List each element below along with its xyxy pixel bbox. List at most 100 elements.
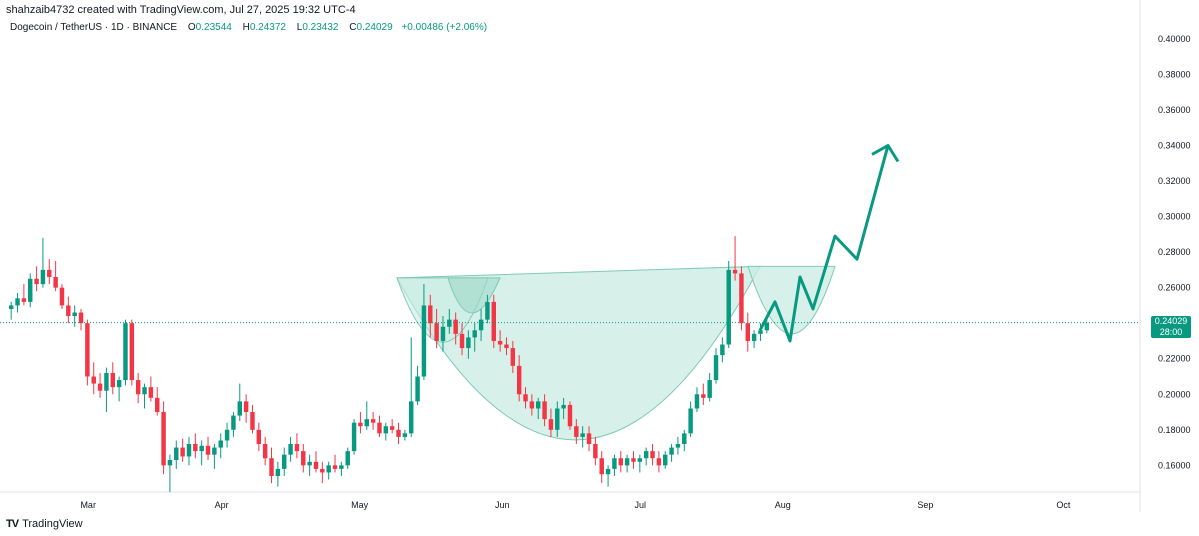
y-tick-label: 0.36000 <box>1158 105 1191 115</box>
candle-body <box>751 333 757 341</box>
candle-body <box>497 340 503 345</box>
candle-body <box>66 305 71 317</box>
candle-body <box>694 394 700 409</box>
candle-body <box>485 301 490 320</box>
tradingview-brand: TradingView <box>22 518 83 530</box>
chart-credit: shahzaib4732 created with TradingView.co… <box>6 4 356 16</box>
candle-body <box>542 401 547 420</box>
candle-body <box>510 348 516 366</box>
x-tick-label: Mar <box>80 500 96 510</box>
candle-body <box>15 298 20 306</box>
candle-body <box>123 323 128 381</box>
candle-body <box>199 445 204 452</box>
candle-body <box>78 312 84 324</box>
candle-body <box>701 394 706 398</box>
candle-body <box>91 376 96 384</box>
low-value: 0.23432 <box>302 22 339 33</box>
candle-body <box>669 447 674 455</box>
candle-body <box>421 305 427 377</box>
y-tick-label: 0.34000 <box>1158 141 1191 151</box>
candle-body <box>339 465 344 469</box>
candle-body <box>307 461 312 466</box>
y-tick-label: 0.40000 <box>1158 34 1191 44</box>
candle-body <box>428 305 433 324</box>
low-label: L <box>296 22 303 33</box>
candle-countdown: 28:00 <box>1159 327 1183 337</box>
candle-body <box>415 376 420 402</box>
candle-body <box>243 401 249 413</box>
candle-body <box>656 458 662 466</box>
x-tick-label: May <box>351 500 369 510</box>
candle-body <box>459 333 465 349</box>
candle-body <box>555 408 560 430</box>
candle-body <box>351 422 357 452</box>
candle-body <box>618 458 623 466</box>
candle-body <box>40 269 46 285</box>
y-tick-label: 0.38000 <box>1158 69 1191 79</box>
candle-body <box>574 426 579 437</box>
candle-body <box>383 426 389 434</box>
candle-body <box>637 458 643 462</box>
x-tick-label: Oct <box>1056 500 1071 510</box>
candle-body <box>713 355 719 381</box>
y-tick-label: 0.28000 <box>1158 247 1191 257</box>
candle-body <box>116 380 122 388</box>
candle-body <box>180 447 185 457</box>
candle-body <box>21 298 27 302</box>
candle-body <box>358 422 363 427</box>
candle-body <box>174 447 179 461</box>
candle-body <box>8 305 14 309</box>
candle-body <box>326 465 331 473</box>
candle-body <box>231 415 236 430</box>
candle-body <box>631 458 636 462</box>
projection-arrow <box>758 145 890 343</box>
candle-body <box>586 433 592 445</box>
open-label: O <box>187 22 196 33</box>
candle-body <box>650 451 655 459</box>
candle-body <box>34 278 39 285</box>
y-tick-label: 0.32000 <box>1158 176 1191 186</box>
candle-body <box>643 451 649 459</box>
candle-body <box>104 372 109 391</box>
candle-body <box>402 433 408 437</box>
change-value: +0.00486 (+2.06%) <box>401 22 488 33</box>
candle-body <box>580 433 585 437</box>
candle-body <box>301 451 306 466</box>
candle-body <box>377 422 382 434</box>
candle-body <box>28 278 33 302</box>
candle-body <box>682 433 687 445</box>
candle-body <box>218 440 223 448</box>
candle-body <box>529 401 535 409</box>
candle-body <box>523 394 528 402</box>
candle-body <box>364 419 369 427</box>
candle-body <box>453 319 458 334</box>
high-value: 0.24372 <box>249 22 286 33</box>
high-label: H <box>242 22 250 33</box>
candle-body <box>155 397 160 413</box>
candle-body <box>110 372 115 388</box>
candle-body <box>707 380 712 398</box>
candle-body <box>205 445 211 455</box>
candle-body <box>504 344 509 349</box>
candle-body <box>739 273 744 324</box>
candle-body <box>472 330 477 338</box>
candle-body <box>97 383 103 391</box>
tradingview-logo[interactable]: TV TradingView <box>6 518 83 530</box>
candle-body <box>745 323 750 341</box>
candle-body <box>389 426 395 430</box>
candle-body <box>47 269 52 277</box>
candle-body <box>262 444 268 459</box>
candle-body <box>161 412 166 466</box>
candle-body <box>758 330 763 334</box>
candle-body <box>320 468 325 473</box>
candle-body <box>256 429 262 445</box>
candle-body <box>409 401 414 434</box>
symbol-name: Dogecoin / TetherUS · 1D · BINANCE <box>10 22 178 33</box>
candle-body <box>732 269 738 274</box>
candle-body <box>59 287 65 306</box>
candle-body <box>282 454 287 469</box>
candle-body <box>536 401 541 409</box>
tradingview-logo-icon: TV <box>6 518 19 530</box>
candle-body <box>478 319 484 331</box>
